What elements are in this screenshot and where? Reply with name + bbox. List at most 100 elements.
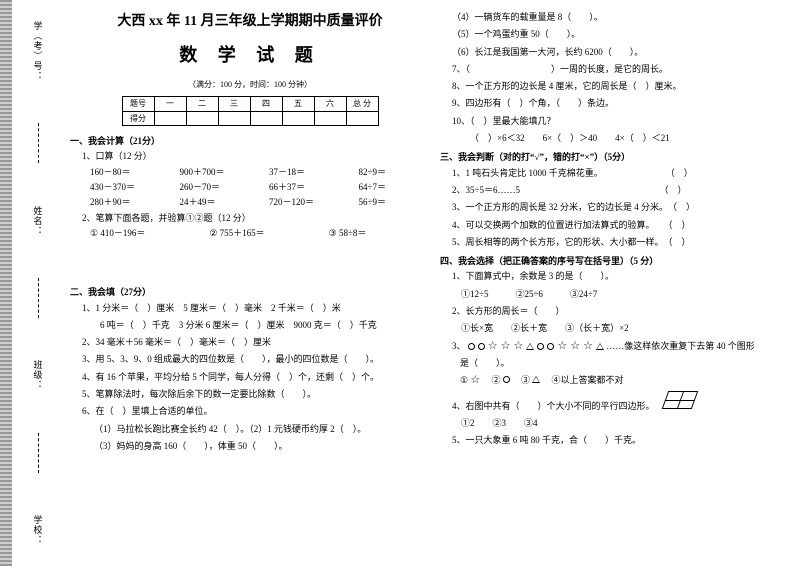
calc: 280＋90＝ [90,195,162,210]
q3-pattern: 3、 ☆ ☆ ☆ ☆ ☆ ☆ ……像这样依次重复下去第 40 个图形 [452,339,800,354]
q-opts: ①长×宽 ②长＋宽 ③（长＋宽）×2 [452,321,800,336]
q3-tail: ……像这样依次重复下去第 40 个图形 [606,341,755,351]
calc: 260－70＝ [180,180,252,195]
triangle-icon [532,376,540,383]
dashed-line [38,123,39,163]
calc: 56÷9＝ [359,195,431,210]
q: （ ）×6＜32 6×（ ）＞40 4×（ ）＜21 [470,131,800,146]
q: 8、一个正方形的边长是 4 厘米，它的周长是（ ）厘米。 [452,79,800,94]
calc: 37－18＝ [269,165,341,180]
star-icon: ☆ [488,341,498,352]
table-row: 题号 一 二 三 四 五 六 总 分 [122,96,378,111]
calc: 82÷9＝ [359,165,431,180]
star-icon: ☆ [570,341,580,352]
q: 9、四边形有（ ）个角，（ ）条边。 [452,96,800,111]
calc-row: 160－80＝ 900＋700＝ 37－18＝ 82÷9＝ [90,165,430,180]
q: （6）长江是我国第一大河，长约 6200（ ）。 [452,45,800,60]
q-opts: ①12÷5 ②25÷6 ③24÷7 [452,287,800,302]
circle-icon [478,343,485,350]
q: 6 吨＝（ ）千克 3 分米 6 厘米＝（ ）厘米 9000 克＝（ ）千克 [82,318,430,333]
q: 5、一只大象重 6 吨 80 千克，合（ ）千克。 [452,433,800,448]
exam-title: 大西 xx 年 11 月三年级上学期期中质量评价 [70,10,430,34]
calc: ② 755＋165＝ [209,226,310,241]
opt2-label: ② [491,375,500,385]
th: 五 [282,96,314,111]
pattern-shapes: ☆ ☆ ☆ ☆ ☆ ☆ [468,341,604,352]
side-class: 班级： [32,360,45,390]
page-left: 大西 xx 年 11 月三年级上学期期中质量评价 数 学 试 题 （满分：100… [70,10,430,456]
q: （3）妈妈的身高 160（ ），体重 50（ ）。 [94,439,430,454]
q: 3、一个正方形的周长是 32 分米，它的边长是 4 分米。 （ ） [452,200,800,215]
q: （1）马拉松长跑比赛全长约 42（ ）。（2）1 元钱硬币约厚 2（ ）。 [94,422,430,437]
star-icon: ☆ [470,374,480,386]
subject-title: 数 学 试 题 [70,40,430,71]
q: 4、有 16 个苹果，平均分给 5 个同学，每人分得（ ）个，还剩（ ）个。 [82,370,430,385]
q-opts: ①2 ②3 ③4 [452,416,800,431]
binding-edge [0,0,12,566]
opt3-label: ③ [521,375,530,385]
work-space [70,241,430,281]
opt4-label: ④以上答案都不对 [552,375,624,385]
th: 四 [250,96,282,111]
opt1-label: ① [460,375,468,385]
s1-p1: 1、口算（12 分） [82,149,430,164]
circle-icon [468,343,475,350]
q: 3、用 5、3、9、0 组成最大的四位数是（ ），最小的四位数是（ ）。 [82,352,430,367]
q4-text: 4、右图中共有（ ）个大小不同的平行四边形。 [452,401,655,411]
th: 题号 [122,96,154,111]
parallelogram-icon [661,391,698,409]
q4-line: 4、右图中共有（ ）个大小不同的平行四边形。 [452,391,800,414]
circle-icon [547,343,554,350]
q: 2、34 毫米＋56 毫米＝（ ）毫米＝（ ）厘米 [82,335,430,350]
q: 5、周长相等的两个长方形，它的形状、大小都一样。 （ ） [452,235,800,250]
calc-row: ① 410－196＝ ② 755＋165＝ ③ 58÷8＝ [90,226,430,241]
calc: 430－370＝ [90,180,162,195]
calc: 900＋700＝ [180,165,252,180]
q: （5）一个鸡蛋约重 50（ ）。 [452,27,800,42]
q: 10、（ ）里最大能填几？ [452,114,800,129]
section-2-title: 二、我会填（27分） [70,285,430,300]
section-4-title: 四、我会选择（把正确答案的序号写在括号里）（5 分） [440,254,800,269]
q: 1、1 吨石头肯定比 1000 千克棉花重。 （ ） [452,166,800,181]
calc-row: 430－370＝ 260－70＝ 66＋37＝ 64÷7＝ [90,180,430,195]
q: （4）一辆货车的载重量是 8（ ）。 [452,10,800,25]
circle-icon [503,376,510,383]
calc: 66＋37＝ [269,180,341,195]
star-icon: ☆ [583,341,593,352]
section-3-title: 三、我会判断（对的打“√”，错的打“×”）（5分） [440,150,800,165]
calc: 720－120＝ [269,195,341,210]
triangle-icon [596,343,604,350]
circle-icon [537,343,544,350]
calc: 24＋49＝ [180,195,252,210]
q: 1、1 分米＝（ ）厘米 5 厘米＝（ ）毫米 2 千米＝（ ）米 [82,301,430,316]
s1-p2: 2、笔算下面各题，并验算①②题（12 分） [82,211,430,226]
q: 4、可以交换两个加数的位置进行加法算式的验算。 （ ） [452,218,800,233]
dashed-line [38,278,39,318]
exam-meta: （满分：100 分，时间：100 分钟） [70,78,430,92]
q: 是（ ）。 [460,356,800,371]
star-icon: ☆ [557,341,567,352]
calc-row: 280＋90＝ 24＋49＝ 720－120＝ 56÷9＝ [90,195,430,210]
calc: ③ 58÷8＝ [329,226,430,241]
calc: ① 410－196＝ [90,226,191,241]
score-table: 题号 一 二 三 四 五 六 总 分 得分 [122,96,379,126]
calc: 64÷7＝ [359,180,431,195]
q: 6、在（ ）里填上合适的单位。 [82,404,430,419]
side-name: 姓名： [32,206,45,236]
section-1-title: 一、我会计算（21分） [70,134,430,149]
star-icon: ☆ [514,341,524,352]
q: 7、（ ）一周的长度，是它的周长。 [452,62,800,77]
td: 得分 [122,111,154,126]
q: 5、笔算除法时，每次除后余下的数一定要比除数（ ）。 [82,387,430,402]
side-school: 学校： [32,515,45,545]
th: 一 [154,96,186,111]
q3-head: 3、 [452,341,466,351]
star-icon: ☆ [501,341,511,352]
q: 2、35÷5＝6……5 （ ） [452,183,800,198]
side-exam-no: 学（考）号： [32,21,45,81]
th: 三 [218,96,250,111]
side-labels: 学（考）号： 姓名： 班级： 学校： [18,0,58,566]
th: 六 [314,96,346,111]
th: 二 [186,96,218,111]
table-row: 得分 [122,111,378,126]
